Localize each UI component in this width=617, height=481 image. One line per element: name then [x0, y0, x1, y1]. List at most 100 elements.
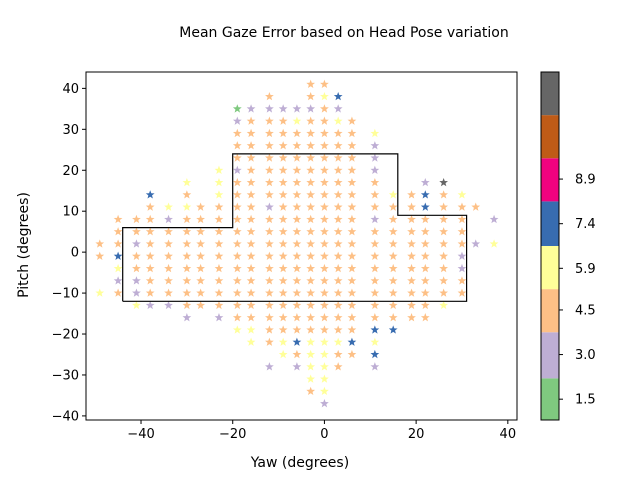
data-point	[214, 214, 224, 224]
data-point	[306, 386, 316, 396]
points-layer	[95, 79, 499, 408]
data-point	[278, 263, 288, 273]
data-point	[471, 202, 481, 211]
data-point	[333, 214, 343, 224]
data-point	[278, 141, 288, 150]
data-point	[182, 227, 192, 236]
data-point	[306, 177, 316, 187]
data-point	[278, 349, 288, 359]
data-point	[278, 128, 288, 138]
data-point	[265, 91, 274, 101]
data-point	[320, 349, 329, 359]
data-point	[407, 239, 416, 248]
data-point	[232, 116, 242, 125]
data-point	[439, 239, 449, 248]
data-point	[370, 128, 380, 138]
data-point	[232, 165, 242, 174]
data-point	[232, 153, 242, 162]
data-point	[214, 190, 224, 199]
data-point	[347, 128, 357, 138]
data-point	[164, 251, 173, 260]
data-point	[232, 325, 242, 334]
x-tick-label: 40	[500, 427, 517, 442]
data-point	[370, 141, 380, 150]
data-point	[278, 165, 288, 174]
x-tick-label: 20	[408, 427, 425, 442]
colorbar-segment	[541, 378, 559, 420]
data-point	[320, 128, 329, 138]
data-point	[370, 239, 380, 248]
data-point	[420, 251, 430, 260]
data-point	[113, 227, 123, 236]
colorbar-segment	[541, 201, 559, 246]
data-point	[246, 227, 256, 236]
data-point	[292, 214, 302, 224]
data-point	[246, 153, 256, 162]
data-point	[145, 214, 155, 224]
data-point	[420, 202, 430, 211]
data-point	[388, 202, 398, 211]
data-point	[113, 251, 123, 260]
data-point	[370, 165, 380, 174]
data-point	[388, 325, 398, 334]
data-point	[164, 300, 173, 310]
data-point	[292, 276, 302, 285]
colorbar-segment	[541, 72, 559, 116]
data-point	[333, 288, 343, 297]
data-point	[232, 214, 242, 224]
data-point	[320, 399, 329, 408]
data-point	[407, 227, 416, 236]
colorbar-tick-label: 4.5	[575, 303, 596, 318]
colorbar-tick-label: 3.0	[575, 348, 596, 363]
data-point	[145, 190, 155, 199]
data-point	[333, 202, 343, 211]
data-point	[306, 91, 316, 101]
colorbar-segment	[541, 332, 559, 379]
data-point	[347, 288, 357, 297]
data-point	[420, 276, 430, 285]
data-point	[232, 251, 242, 260]
data-point	[265, 104, 274, 113]
data-point	[306, 300, 316, 310]
data-point	[292, 325, 302, 334]
data-point	[407, 300, 416, 310]
data-point	[333, 251, 343, 260]
data-point	[370, 190, 380, 199]
data-point	[420, 214, 430, 224]
data-point	[182, 251, 192, 260]
data-point	[265, 325, 274, 334]
data-point	[182, 276, 192, 285]
colorbar-tick-label: 7.4	[575, 217, 596, 232]
data-point	[333, 190, 343, 199]
data-point	[306, 325, 316, 334]
data-point	[320, 325, 329, 334]
data-point	[95, 251, 105, 260]
data-point	[278, 227, 288, 236]
data-point	[214, 239, 224, 248]
data-point	[132, 288, 141, 297]
data-point	[113, 263, 123, 273]
data-point	[278, 300, 288, 310]
data-point	[306, 239, 316, 248]
data-point	[457, 227, 467, 236]
data-point	[370, 288, 380, 297]
data-point	[370, 337, 380, 346]
data-point	[265, 263, 274, 273]
data-point	[292, 349, 302, 359]
colorbar-segment	[541, 289, 559, 333]
data-point	[132, 251, 141, 260]
data-point	[333, 227, 343, 236]
data-point	[306, 79, 316, 88]
data-point	[333, 313, 343, 322]
data-point	[182, 239, 192, 248]
y-tick-label: 30	[62, 123, 79, 138]
data-point	[306, 141, 316, 150]
data-point	[145, 263, 155, 273]
data-point	[333, 276, 343, 285]
data-point	[292, 239, 302, 248]
colorbar-segment	[541, 115, 559, 159]
data-point	[388, 263, 398, 273]
data-point	[320, 374, 329, 383]
data-point	[196, 227, 205, 236]
data-point	[347, 202, 357, 211]
